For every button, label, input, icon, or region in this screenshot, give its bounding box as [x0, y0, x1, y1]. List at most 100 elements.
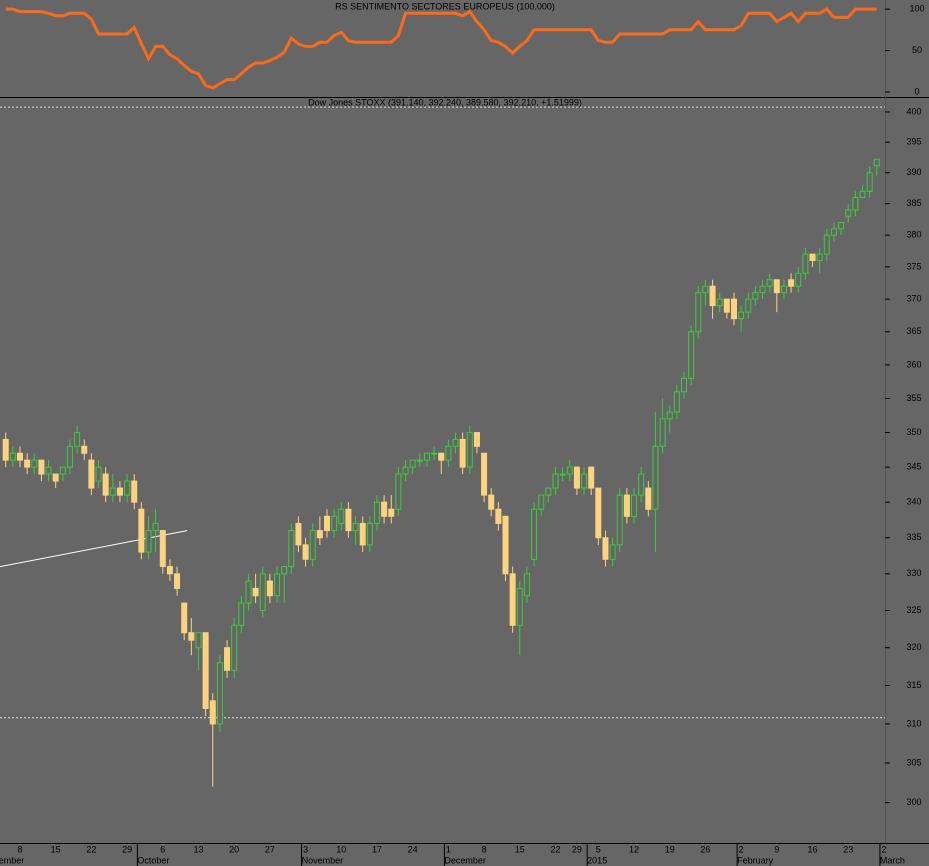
x-tick-label: 22 [86, 844, 96, 854]
candle-body [716, 298, 723, 307]
candle-body [102, 473, 109, 496]
y-tick-label: 365 [906, 326, 921, 336]
candle-body [66, 445, 73, 468]
candle-body [431, 452, 438, 455]
y-tick-label: 360 [906, 359, 921, 369]
candle-body [509, 573, 516, 626]
candle-body [502, 515, 509, 575]
y-tick-label: 320 [906, 642, 921, 652]
x-tick-label: 12 [629, 844, 639, 854]
month-label: February [737, 855, 774, 865]
candle-body [488, 494, 495, 510]
y-tick-label: 305 [906, 757, 921, 767]
x-tick-label: 15 [51, 844, 61, 854]
candle-body [309, 530, 316, 560]
candle-body [402, 466, 409, 475]
candle-body [288, 530, 295, 568]
candle-body [788, 279, 795, 287]
x-tick-label: 15 [515, 844, 525, 854]
x-tick-label: 24 [408, 844, 418, 854]
candle-body [231, 624, 238, 671]
y-tick-label: 310 [906, 718, 921, 728]
candle-body [795, 272, 802, 287]
candle-body [359, 522, 366, 546]
candle-body [423, 452, 430, 461]
candle-body [145, 530, 152, 553]
candle-body [238, 602, 245, 626]
candle-body [295, 522, 302, 546]
price-title: Dow Jones STOXX (391.140, 392.240, 389.5… [308, 97, 582, 107]
candle-body [274, 573, 281, 597]
candle-body [331, 515, 338, 532]
candle-body [152, 522, 159, 532]
candle-body [780, 285, 787, 294]
candle-body [531, 508, 538, 560]
candle-body [559, 473, 566, 476]
candle-body [659, 418, 666, 447]
candle-body [388, 508, 395, 517]
candle-body [873, 158, 880, 167]
candle-body [88, 459, 95, 489]
candle-body [52, 473, 59, 482]
month-label: March [880, 855, 905, 865]
candle-body [766, 279, 773, 287]
y-tick-label: 50 [912, 45, 922, 55]
candle-body [845, 209, 852, 217]
candle-body [2, 438, 9, 461]
candle-body [438, 452, 445, 461]
candle-body [181, 602, 188, 634]
candle-body [31, 459, 38, 468]
candle-body [302, 544, 309, 560]
x-tick-label: 2 [739, 844, 744, 854]
candle-body [166, 566, 173, 575]
candle-body [281, 566, 288, 575]
x-tick-label: 3 [303, 844, 308, 854]
candle-body [738, 311, 745, 320]
candle-body [38, 459, 45, 475]
candle-body [202, 632, 209, 709]
candle-body [566, 466, 573, 475]
y-tick-label: 345 [906, 461, 921, 471]
candle-body [174, 573, 181, 589]
x-tick-label: 8 [17, 844, 22, 854]
candle-body [45, 466, 52, 475]
candle-body [395, 473, 402, 510]
candle-body [138, 508, 145, 553]
candle-body [74, 432, 81, 447]
y-tick-label: 390 [906, 167, 921, 177]
candle-body [581, 473, 588, 489]
candle-body [681, 377, 687, 393]
candle-body [373, 501, 380, 524]
month-label: September [0, 855, 24, 865]
candle-body [695, 292, 702, 333]
candle-body [452, 438, 459, 447]
candle-body [81, 445, 88, 454]
candle-body [852, 197, 859, 211]
month-label: November [302, 855, 344, 865]
candle-body [381, 501, 388, 517]
x-tick-label: 2 [881, 844, 886, 854]
candle-body [245, 580, 252, 604]
x-tick-label: 1 [446, 844, 451, 854]
candle-body [595, 487, 602, 539]
candle-body [823, 234, 830, 255]
candle-body [688, 331, 695, 379]
x-tick-label: 10 [336, 844, 346, 854]
candle-body [816, 253, 823, 262]
candle-body [131, 480, 138, 503]
y-tick-label: 385 [906, 198, 921, 208]
candle-body [416, 459, 423, 462]
candle-body [866, 172, 873, 192]
y-tick-label: 330 [906, 568, 921, 578]
x-tick-label: 13 [193, 844, 203, 854]
x-tick-label: 5 [596, 844, 601, 854]
candle-body [109, 487, 116, 496]
candle-body [366, 522, 373, 546]
candle-body [216, 662, 223, 725]
month-label: December [444, 855, 486, 865]
candle-body [638, 473, 645, 496]
rs-title: RS SENTIMENTO SECTORES EUROPEUS (100.000… [335, 1, 555, 11]
candle-body [159, 530, 166, 568]
candle-body [702, 285, 709, 294]
candle-body [516, 587, 523, 626]
